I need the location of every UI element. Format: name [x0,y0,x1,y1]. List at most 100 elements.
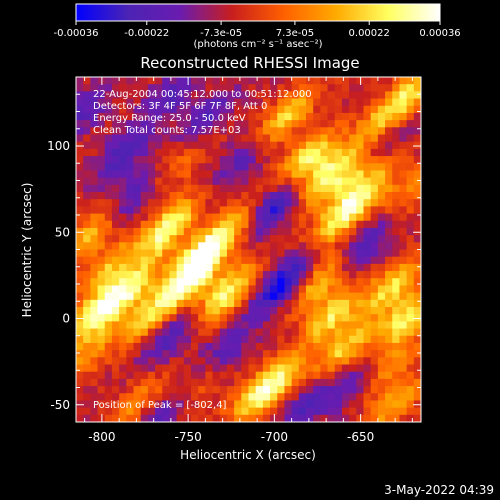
heatmap-cell [255,84,264,92]
heatmap-cell [76,220,84,229]
heatmap-cell [277,321,286,330]
heatmap-cell [334,184,343,193]
heatmap-cell [306,299,314,308]
heatmap-cell [291,242,300,251]
heatmap-cell [119,120,127,128]
heatmap-cell [205,285,214,294]
heatmap-cell [104,292,113,301]
heatmap-cell [370,242,379,251]
heatmap-cell [284,371,293,380]
heatmap-cell [205,350,214,358]
heatmap-cell [399,393,408,402]
heatmap-cell [392,321,401,330]
heatmap-cell [191,292,199,301]
heatmap-cell [126,271,135,279]
heatmap-cell [306,342,314,351]
heatmap-cell [104,249,113,258]
heatmap-cell [83,292,91,301]
heatmap-cell [262,263,271,272]
heatmap-cell [226,407,235,416]
heatmap-cell [255,278,264,287]
x-tick-label: -750 [175,430,202,444]
heatmap-cell [363,314,372,322]
heatmap-cell [291,220,300,229]
heatmap-cell [97,249,106,258]
heatmap-cell [241,328,250,337]
heatmap-cell [104,206,113,215]
heatmap-cell [219,249,228,258]
heatmap-cell [262,91,271,100]
heatmap-cell [162,271,171,279]
heatmap-cell [248,84,257,92]
heatmap-cell [140,206,149,215]
heatmap-cell [111,414,120,422]
heatmap-cell [198,292,206,301]
heatmap-cell [198,77,206,85]
heatmap-cell [248,120,257,128]
heatmap-cell [262,156,271,164]
heatmap-cell [306,335,314,344]
heatmap-cell [83,364,91,373]
heatmap-cell [377,220,386,229]
heatmap-cell [334,335,343,344]
heatmap-cell [111,127,120,136]
heatmap-cell [356,285,365,294]
heatmap-cell [385,328,393,337]
heatmap-cell [133,134,142,143]
heatmap-cell [262,393,271,402]
heatmap-cell [90,271,99,279]
heatmap-cell [226,249,235,258]
heatmap-cell [313,91,321,100]
x-tick-label: -650 [347,430,374,444]
heatmap-cell [176,112,185,121]
heatmap-cell [104,278,113,287]
heatmap-cell [162,263,171,272]
heatmap-cell [147,371,156,380]
heatmap-cell [140,299,149,308]
heatmap-cell [413,163,421,172]
heatmap-cell [76,156,84,164]
heatmap-cell [363,199,372,207]
heatmap-cell [277,84,286,92]
heatmap-cell [327,141,336,150]
heatmap-cell [370,364,379,373]
heatmap-cell [277,184,286,193]
heatmap-cell [356,328,365,337]
heatmap-cell [313,357,321,366]
heatmap-cell [313,307,321,315]
heatmap-cell [162,156,171,164]
heatmap-cell [298,141,307,150]
heatmap-cell [119,335,127,344]
heatmap-cell [241,163,250,172]
heatmap-cell [234,235,242,243]
heatmap-cell [90,364,99,373]
heatmap-cell [205,256,214,265]
heatmap-cell [363,127,372,136]
heatmap-cell [176,307,185,315]
heatmap-cell [104,77,113,85]
heatmap-cell [406,206,415,215]
heatmap-cell [219,192,228,200]
heatmap-cell [212,156,221,164]
heatmap-cell [169,112,178,121]
heatmap-cell [90,206,99,215]
heatmap-cell [198,364,206,373]
heatmap-cell [104,112,113,121]
heatmap-cell [126,206,135,215]
heatmap-cell [284,307,293,315]
heatmap-cell [83,328,91,337]
heatmap-cell [126,285,135,294]
colorbar: -0.00036 -0.00022 -7.3e-05 7.3e-05 0.00022 0.… [54,3,461,50]
heatmap-cell [126,156,135,164]
heatmap-cell [97,278,106,287]
heatmap-cell [298,199,307,207]
heatmap-cell [334,307,343,315]
heatmap-cell [327,127,336,136]
heatmap-cell [334,263,343,272]
heatmap-cell [212,292,221,301]
heatmap-cell [205,299,214,308]
heatmap-cell [377,227,386,236]
heatmap-cell [306,350,314,358]
heatmap-cell [176,321,185,330]
heatmap-cell [334,342,343,351]
